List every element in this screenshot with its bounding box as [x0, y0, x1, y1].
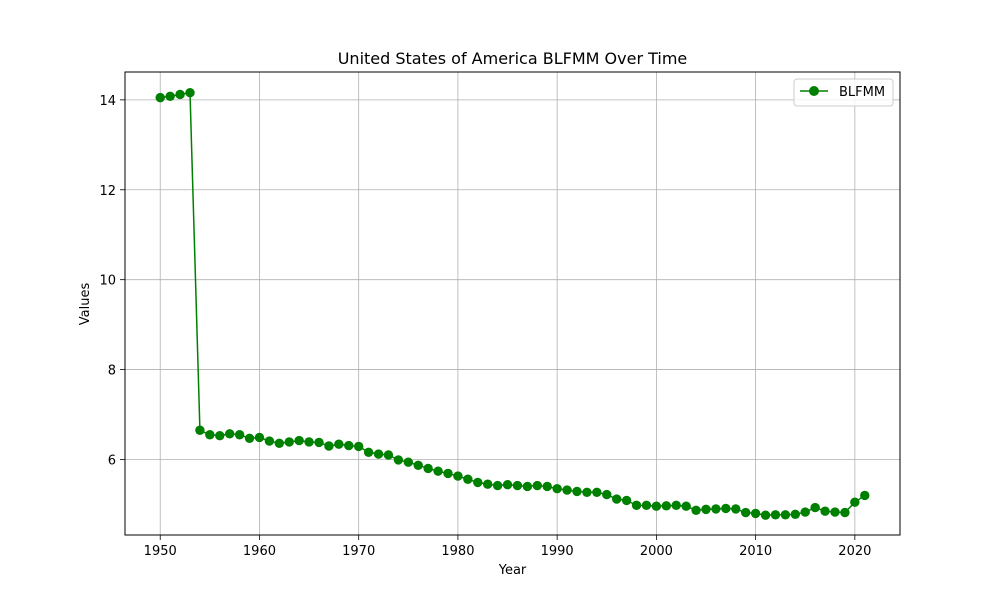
data-point [552, 484, 562, 494]
data-point [403, 457, 414, 467]
series-layer [155, 87, 870, 520]
data-point [582, 487, 592, 497]
data-point [820, 506, 830, 516]
data-point [750, 508, 761, 519]
data-point [512, 480, 523, 491]
data-point [780, 510, 791, 520]
data-point [641, 500, 652, 511]
data-point [363, 447, 374, 457]
plot-frame [124, 71, 901, 536]
legend-label: BLFMM [839, 85, 885, 100]
data-point [155, 92, 165, 103]
data-point [185, 87, 195, 98]
data-point [502, 479, 513, 490]
data-point [482, 479, 493, 489]
data-point [175, 89, 185, 100]
x-tick-label: 1980 [441, 544, 474, 559]
data-point [393, 455, 404, 465]
data-point [731, 504, 741, 514]
data-point [830, 507, 840, 517]
data-point [562, 485, 572, 495]
data-point [651, 501, 662, 511]
data-point [671, 500, 681, 511]
y-tick-label: 12 [99, 184, 116, 199]
data-point [691, 505, 701, 515]
data-point [195, 425, 205, 435]
data-point [542, 481, 552, 492]
data-point [760, 510, 771, 520]
data-point [353, 441, 364, 452]
ticks-layer: 1950 1960 1970 1980 1990 2000 2010 2020 6 8 10 12 14 [99, 94, 871, 559]
data-point [274, 438, 285, 448]
data-point [264, 436, 275, 446]
data-point [681, 501, 691, 511]
data-point [532, 480, 543, 491]
y-tick-label: 8 [108, 364, 116, 379]
legend-marker-sample [809, 86, 819, 96]
data-point [344, 440, 354, 451]
data-point [215, 430, 225, 441]
y-tick-label: 10 [99, 274, 116, 289]
data-point [334, 439, 344, 449]
data-point [572, 486, 582, 497]
data-point [433, 466, 443, 476]
y-tick-label: 6 [108, 453, 116, 468]
data-point [850, 497, 860, 507]
data-point [294, 435, 304, 446]
chart-title: United States of America BLFMM Over Time [338, 49, 688, 68]
data-point [383, 450, 394, 460]
data-point [721, 503, 731, 514]
data-point [661, 501, 672, 511]
data-point [473, 477, 483, 488]
data-point [443, 468, 453, 479]
x-tick-label: 2020 [838, 544, 871, 559]
x-tick-label: 2000 [640, 544, 673, 559]
data-point [324, 441, 334, 451]
data-point [453, 471, 463, 481]
data-point [711, 504, 721, 514]
x-tick-label: 2010 [739, 544, 772, 559]
data-point [602, 489, 612, 500]
data-point [621, 495, 632, 506]
x-axis-title: Year [498, 563, 527, 578]
data-point [611, 494, 622, 504]
data-point [413, 460, 423, 471]
y-axis-title: Values [78, 283, 93, 326]
data-point [244, 433, 255, 444]
data-point [314, 437, 324, 448]
x-tick-label: 1990 [541, 544, 574, 559]
legend-box [793, 78, 894, 107]
data-point [284, 437, 294, 447]
x-tick-label: 1960 [243, 544, 276, 559]
grid-layer [125, 72, 900, 535]
data-point [224, 429, 235, 439]
data-point [205, 430, 215, 440]
data-point [701, 504, 711, 515]
data-point [810, 502, 820, 513]
data-point [770, 510, 781, 520]
y-tick-label: 14 [99, 94, 116, 109]
data-point [254, 432, 265, 443]
data-point [592, 487, 602, 497]
data-point [423, 463, 433, 474]
data-point [800, 507, 810, 517]
data-point [463, 474, 473, 484]
data-point [165, 91, 175, 101]
data-point [373, 449, 384, 459]
data-point [234, 430, 245, 440]
x-tick-label: 1950 [144, 544, 177, 559]
legend: BLFMM [793, 78, 894, 107]
x-tick-label: 1970 [342, 544, 375, 559]
data-point [790, 509, 801, 520]
data-point [840, 507, 850, 518]
data-point [740, 507, 751, 518]
data-point [492, 480, 503, 491]
data-point [631, 500, 642, 511]
data-point [304, 437, 314, 447]
data-point [522, 481, 533, 492]
data-point [860, 490, 870, 501]
